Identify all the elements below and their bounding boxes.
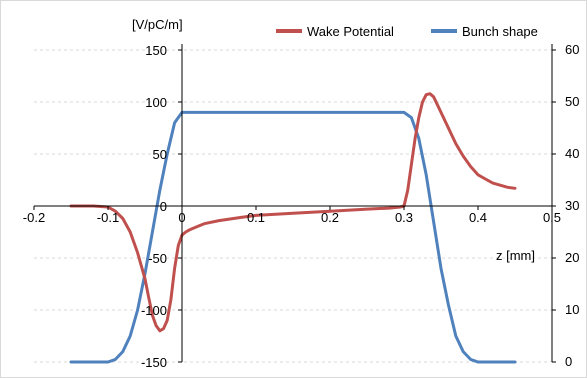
x-tick-label: -0.1 (97, 210, 119, 225)
x-tick-label: -0.2 (23, 210, 45, 225)
legend-label-wake-potential: Wake Potential (307, 24, 394, 39)
y-left-tick-label: -100 (141, 303, 167, 318)
y-right-tick-label: 50 (565, 94, 579, 109)
x-tick-label: 0 (178, 210, 185, 225)
y-left-tick-label: -50 (148, 251, 167, 266)
y-right-tick-label: 30 (565, 198, 579, 213)
x-tick-label: 0.1 (247, 210, 265, 225)
legend-label-bunch-shape: Bunch shape (462, 24, 538, 39)
x-axis-label: z [mm] (496, 248, 535, 263)
x-tick-label: 0.3 (395, 210, 413, 225)
y-left-tick-label: 100 (145, 95, 167, 110)
y-left-tick-label: 50 (153, 147, 167, 162)
x-tick-label: 0.2 (321, 210, 339, 225)
legend: Wake Potential Bunch shape (276, 24, 538, 39)
y-axis-label: [V/pC/m] (132, 17, 183, 32)
y-left-tick-label: -150 (141, 355, 167, 370)
y-right-tick-label: 40 (565, 146, 579, 161)
y-right-tick-label: 20 (565, 250, 579, 265)
x-tick-label: 0.4 (469, 210, 487, 225)
axes (33, 44, 556, 363)
y-right-tick-label: 60 (565, 42, 579, 57)
y-right-tick-label: 10 (565, 302, 579, 317)
series-layer (69, 92, 517, 364)
x-tick-label: 0.5 (543, 210, 561, 225)
series-line-bunch-shape (69, 110, 517, 364)
series-line-wake-potential (69, 92, 517, 333)
gridlines (34, 49, 552, 363)
tick-labels: -0.2 -0.1 0 0.1 0.2 0.3 0.4 0.5150100500-50-100… (23, 42, 580, 370)
y-left-tick-label: 0 (160, 199, 167, 214)
y-right-tick-label: 0 (565, 354, 572, 369)
y-left-tick-label: 150 (145, 43, 167, 58)
